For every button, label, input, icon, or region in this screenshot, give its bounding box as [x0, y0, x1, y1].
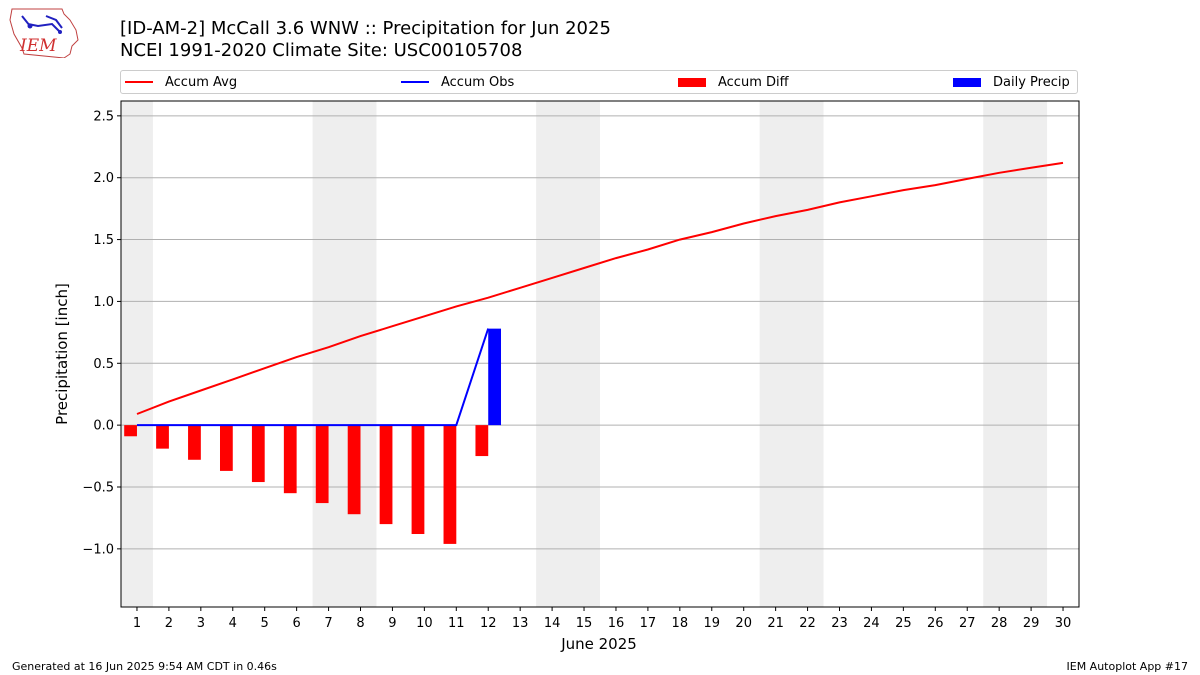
- chart-title: [ID-AM-2] McCall 3.6 WNW :: Precipitatio…: [120, 18, 611, 39]
- x-tick-label: 20: [735, 616, 752, 631]
- x-tick-label: 18: [672, 616, 689, 631]
- x-tick-label: 24: [863, 616, 880, 631]
- weekend-shade-4: [983, 101, 1048, 607]
- plot-frame: [120, 100, 1080, 608]
- svg-text:IEM: IEM: [19, 36, 57, 56]
- legend-label-accum-obs: Accum Obs: [441, 74, 515, 90]
- x-tick-label: 13: [512, 616, 529, 631]
- accum-diff-bar-6: [283, 425, 297, 494]
- x-tick-label: 15: [576, 616, 593, 631]
- y-tick-label: 1.5: [93, 233, 114, 248]
- iem-logo: IEM: [9, 8, 79, 58]
- x-tick-label: 17: [640, 616, 657, 631]
- x-tick-label: 29: [1023, 616, 1040, 631]
- weekend-shade-0: [121, 101, 153, 607]
- x-tick-label: 30: [1055, 616, 1072, 631]
- y-tick-label: −1.0: [82, 542, 114, 557]
- accum-diff-bar-12: [475, 425, 489, 457]
- y-tick-label: 2.0: [93, 171, 114, 186]
- x-tick-label: 14: [544, 616, 561, 631]
- accum-diff-bar-3: [188, 425, 201, 460]
- x-tick-label: 23: [831, 616, 848, 631]
- x-tick-label: 26: [927, 616, 944, 631]
- legend-swatch-accum-diff: [678, 77, 706, 87]
- y-axis-label: Precipitation [inch]: [53, 283, 71, 425]
- accum-diff-bar-8: [347, 425, 361, 515]
- x-tick-label: 3: [197, 616, 205, 631]
- x-tick-label: 19: [703, 616, 720, 631]
- legend-swatch-daily-precip: [953, 77, 981, 87]
- weekend-shade-2: [536, 101, 600, 607]
- x-tick-label: 10: [416, 616, 433, 631]
- footer-generated-text: Generated at 16 Jun 2025 9:54 AM CDT in …: [12, 660, 277, 673]
- x-tick-label: 9: [388, 616, 396, 631]
- accum-obs-line: [137, 328, 490, 427]
- footer-app-text: IEM Autoplot App #17: [1066, 660, 1189, 673]
- x-tick-label: 8: [356, 616, 364, 631]
- x-tick-label: 27: [959, 616, 976, 631]
- daily-precip-bar-12: [488, 328, 502, 426]
- accum-diff-bar-2: [156, 425, 169, 449]
- x-tick-label: 1: [133, 616, 141, 631]
- accum-diff-bar-4: [219, 425, 233, 471]
- accum-diff-bar-1: [124, 425, 137, 437]
- x-tick-label: 25: [895, 616, 912, 631]
- legend-swatch-accum-avg: [125, 81, 153, 83]
- y-tick-label: 2.5: [93, 109, 114, 124]
- accum-diff-bar-11: [443, 425, 457, 544]
- x-tick-label: 22: [799, 616, 816, 631]
- x-tick-label: 12: [480, 616, 497, 631]
- legend-item-accum-diff: Accum Diff: [678, 71, 789, 93]
- x-tick-label: 11: [448, 616, 465, 631]
- y-tick-label: −0.5: [82, 480, 114, 495]
- legend-label-accum-avg: Accum Avg: [165, 74, 238, 90]
- x-tick-label: 7: [324, 616, 332, 631]
- chart-subtitle: NCEI 1991-2020 Climate Site: USC00105708: [120, 40, 523, 61]
- legend-label-accum-diff: Accum Diff: [718, 74, 789, 90]
- accum-avg-line: [136, 161, 1064, 415]
- y-tick-label: 0.0: [93, 419, 114, 434]
- x-tick-label: 16: [608, 616, 625, 631]
- accum-diff-bar-5: [251, 425, 265, 483]
- x-tick-label: 28: [991, 616, 1008, 631]
- x-tick-label: 21: [767, 616, 784, 631]
- legend-item-daily-precip: Daily Precip: [953, 71, 1070, 93]
- legend: Accum Avg Accum Obs Accum Diff Daily Pre…: [120, 70, 1078, 94]
- x-tick-label: 2: [165, 616, 173, 631]
- x-tick-label: 4: [229, 616, 237, 631]
- accum-diff-bar-9: [379, 425, 393, 525]
- legend-swatch-accum-obs: [401, 81, 429, 83]
- x-axis-label: June 2025: [560, 635, 637, 653]
- legend-item-accum-avg: Accum Avg: [125, 71, 237, 93]
- y-tick-label: 0.5: [93, 357, 114, 372]
- x-tick-label: 5: [261, 616, 269, 631]
- legend-item-accum-obs: Accum Obs: [401, 71, 514, 93]
- weekend-shade-3: [759, 101, 824, 607]
- weekend-shade-1: [312, 101, 377, 607]
- legend-label-daily-precip: Daily Precip: [993, 74, 1070, 90]
- accum-diff-bar-10: [411, 425, 425, 535]
- y-tick-label: 1.0: [93, 295, 114, 310]
- accum-diff-bar-7: [315, 425, 329, 504]
- x-tick-label: 6: [292, 616, 300, 631]
